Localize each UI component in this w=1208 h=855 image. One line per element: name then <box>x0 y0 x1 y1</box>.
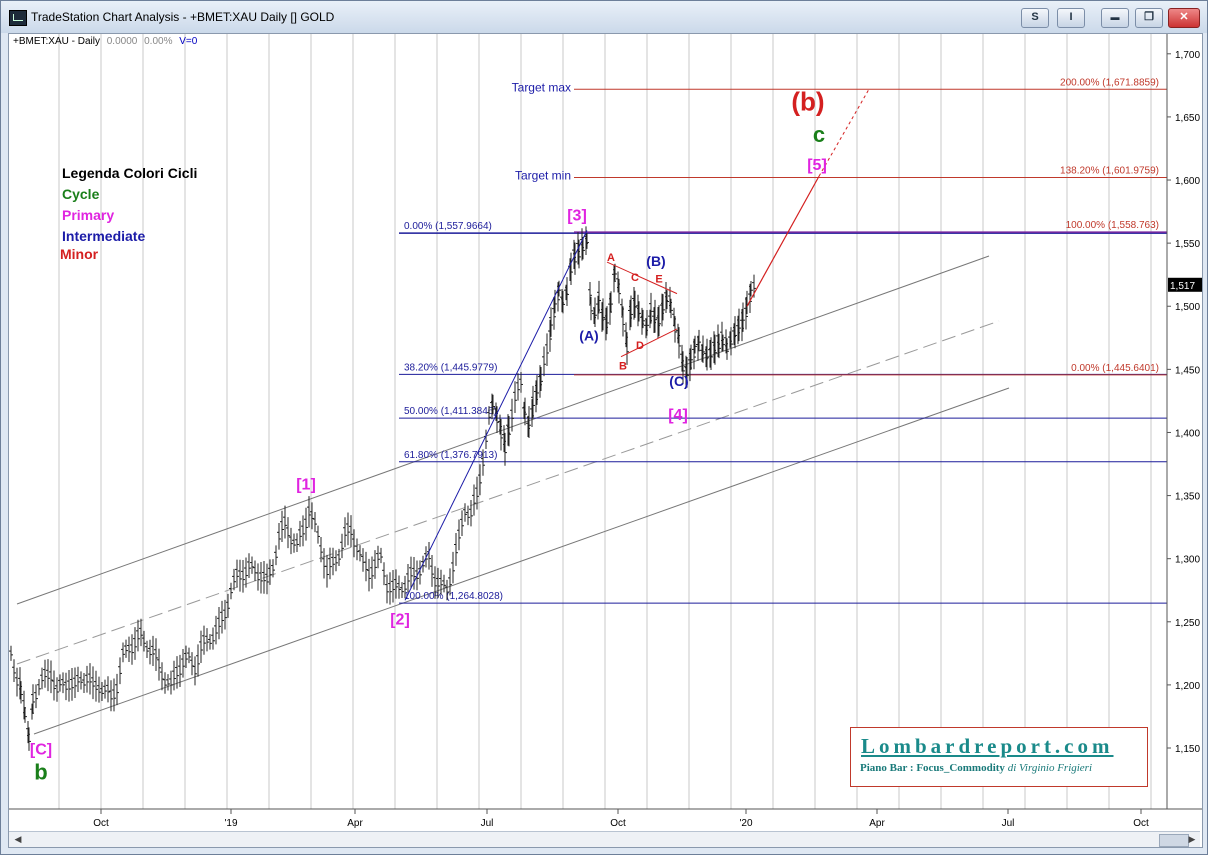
last-price-label: 1,517 <box>1170 281 1195 292</box>
wave-label: A <box>607 252 615 264</box>
price-chart[interactable]: 0.00% (1,557.9664) 38.20% (1,445.9779) 50.… <box>9 34 1202 830</box>
legend-primary: Primary <box>62 207 115 223</box>
fib-level-label: 0.00% (1,557.9664) <box>404 221 492 232</box>
fib-level-label: 0.00% (1,445.6401) <box>1071 363 1159 374</box>
wave-label: c <box>813 122 825 147</box>
triangle-upper <box>606 261 678 295</box>
fib-level-label: 61.80% (1,376.7913) <box>404 450 497 461</box>
y-tick-label: 1,600 <box>1175 176 1200 187</box>
horizontal-scrollbar[interactable]: ◀ ▶ <box>9 831 1200 847</box>
wave-projection <box>818 88 870 177</box>
wave-label: [5] <box>807 157 827 174</box>
style-menu-button[interactable]: S <box>1021 8 1049 28</box>
x-tick-label: Oct <box>93 818 109 829</box>
wave-label: [3] <box>567 207 587 224</box>
y-tick-label: 1,250 <box>1175 618 1200 629</box>
wave-label: (B) <box>646 253 665 269</box>
cycle-color-legend: Legenda Colori Cicli Cycle Primary Inter… <box>60 163 198 262</box>
info-menu-button[interactable]: I <box>1057 8 1085 28</box>
y-tick-label: 1,450 <box>1175 365 1200 376</box>
x-tick-label: Oct <box>610 818 626 829</box>
window-title: TradeStation Chart Analysis - +BMET:XAU … <box>31 10 335 24</box>
wave-label: E <box>655 273 662 285</box>
y-tick-label: 1,550 <box>1175 239 1200 250</box>
logo-title: Lombardreport.com <box>861 734 1114 758</box>
triangle-lower <box>620 328 678 358</box>
wave-label: (b) <box>791 87 824 117</box>
symbol-label: +BMET:XAU - Daily <box>13 36 100 47</box>
restore-button[interactable]: ❐ <box>1135 8 1163 28</box>
wave-label: (A) <box>579 327 598 343</box>
header-value: 0.0000 <box>106 36 138 47</box>
y-tick-label: 1,150 <box>1175 744 1200 755</box>
y-tick-label: 1,500 <box>1175 302 1200 313</box>
y-tick-label: 1,200 <box>1175 681 1200 692</box>
header-pct: 0.00% <box>144 36 173 47</box>
y-tick-label: 1,300 <box>1175 555 1200 566</box>
fib-level-label: 100.00% (1,558.763) <box>1066 220 1159 231</box>
target-label: Target max <box>512 80 571 94</box>
wave-label: [1] <box>296 476 316 493</box>
y-tick-label: 1,350 <box>1175 492 1200 503</box>
logo-author: di Virginio Frigieri <box>1007 762 1093 774</box>
y-tick-label: 1,650 <box>1175 113 1200 124</box>
x-tick-label: '20 <box>739 818 752 829</box>
chart-header: +BMET:XAU - Daily 0.0000 0.00% V=0 <box>13 36 197 47</box>
wave-line-5 <box>746 175 820 307</box>
header-volume: V=0 <box>179 36 198 47</box>
channel-lower <box>33 387 1010 735</box>
fib-level-label: 100.00% (1,264.8028) <box>404 591 503 602</box>
scroll-right-icon[interactable]: ▶ <box>1188 834 1196 844</box>
x-tick-label: '19 <box>224 818 237 829</box>
wave-label: B <box>619 360 627 372</box>
x-tick-label: Oct <box>1133 818 1149 829</box>
logo-subtitle: Piano Bar : Focus_Commodity di Virginio … <box>860 762 1092 774</box>
x-tick-label: Jul <box>1002 818 1015 829</box>
legend-title: Legenda Colori Cicli <box>62 165 198 181</box>
chart-area[interactable]: 0.00% (1,557.9664) 38.20% (1,445.9779) 50.… <box>8 33 1203 848</box>
wave-label: D <box>636 340 644 352</box>
channel-upper <box>16 255 990 605</box>
fib-level-label: 38.20% (1,445.9779) <box>404 362 497 373</box>
minimize-button[interactable]: ▬ <box>1101 8 1129 28</box>
channel-mid <box>16 320 1000 665</box>
wave-label: [4] <box>668 407 688 424</box>
last-price-tag <box>1168 277 1202 292</box>
wave-label: [2] <box>390 611 410 628</box>
wave-label: [C] <box>30 741 52 758</box>
close-button[interactable]: ✕ <box>1168 8 1200 28</box>
app-icon <box>9 10 27 26</box>
wave-label: b <box>34 760 47 785</box>
wave-label: (C) <box>669 373 688 389</box>
fib-level-label: 50.00% (1,411.3846) <box>404 406 497 417</box>
x-tick-label: Jul <box>481 818 494 829</box>
wave-label: C <box>631 272 639 284</box>
logo-subtitle-text: Piano Bar : Focus_Commodity <box>860 762 1005 774</box>
scroll-left-icon[interactable]: ◀ <box>14 834 22 844</box>
y-tick-label: 1,400 <box>1175 428 1200 439</box>
legend-minor: Minor <box>60 246 99 262</box>
wave-line-3 <box>404 230 588 601</box>
lombardreport-logo: Lombardreport.com Piano Bar : Focus_Comm… <box>850 727 1148 787</box>
title-bar[interactable]: TradeStation Chart Analysis - +BMET:XAU … <box>1 1 1207 33</box>
x-tick-label: Apr <box>869 818 885 829</box>
fib-level-label: 200.00% (1,671.8859) <box>1060 77 1159 88</box>
y-tick-label: 1,700 <box>1175 50 1200 61</box>
scroll-thumb[interactable] <box>1159 834 1189 847</box>
fib-level-label: 138.20% (1,601.9759) <box>1060 166 1159 177</box>
x-tick-label: Apr <box>347 818 363 829</box>
target-label: Target min <box>515 169 571 183</box>
legend-cycle: Cycle <box>62 186 100 202</box>
legend-intermediate: Intermediate <box>62 228 146 244</box>
